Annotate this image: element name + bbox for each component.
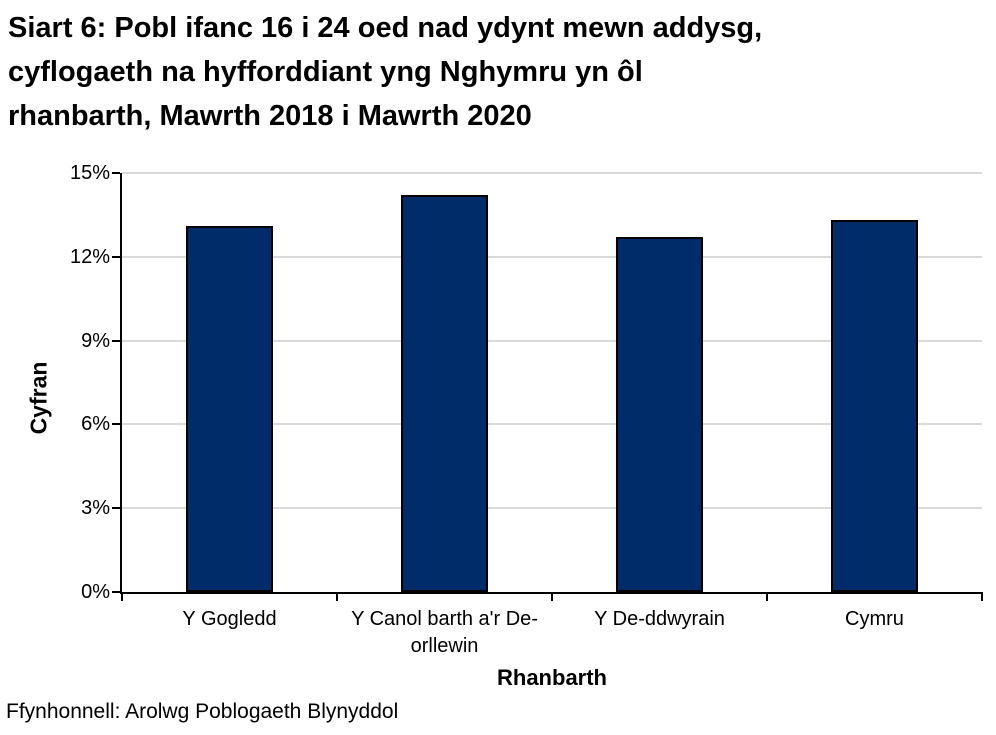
y-tick-label-15: 15% <box>69 162 110 184</box>
y-tick-label-9: 9% <box>81 329 110 352</box>
y-tick-label-12: 12% <box>69 245 110 268</box>
x-category-label-1: Y Gogledd <box>182 608 277 630</box>
y-tick-label-3: 3% <box>81 497 110 520</box>
bar-1 <box>186 226 273 592</box>
x-tick-mark-1 <box>336 592 338 601</box>
y-tick-mark-6 <box>112 423 120 426</box>
chart-title-line-1: Siart 6: Pobl ifanc 16 i 24 oed nad ydyn… <box>8 12 763 44</box>
x-tick-mark-4 <box>981 592 983 601</box>
gridline-9 <box>122 339 982 342</box>
x-axis-title: Rhanbarth <box>497 665 607 690</box>
y-tick-mark-12 <box>112 255 120 258</box>
y-tick-label-0: 0% <box>81 581 110 603</box>
gridline-6 <box>122 423 982 426</box>
y-tick-mark-3 <box>112 507 120 510</box>
bar-2 <box>401 195 488 592</box>
bar-4 <box>831 220 918 592</box>
y-tick-mark-15 <box>112 172 120 174</box>
bar-3 <box>616 237 703 592</box>
chart-title-line-3: rhanbarth, Mawrth 2018 i Mawrth 2020 <box>8 100 532 132</box>
x-tick-mark-3 <box>766 592 768 601</box>
x-category-label-3: Y De-ddwyrain <box>594 608 725 630</box>
chart-title-line-2: cyflogaeth na hyfforddiant yng Nghymru y… <box>8 56 643 88</box>
y-tick-mark-0 <box>112 591 120 593</box>
gridline-3 <box>122 507 982 510</box>
y-tick-label-6: 6% <box>81 413 110 436</box>
y-axis-line <box>120 173 122 594</box>
x-category-label-4: Cymru <box>845 608 904 630</box>
gridline-12 <box>122 255 982 258</box>
source-note: Ffynhonnell: Arolwg Poblogaeth Blynyddol <box>6 700 399 723</box>
x-tick-mark-0 <box>121 592 123 601</box>
chart-title: Siart 6: Pobl ifanc 16 i 24 oed nad ydyn… <box>8 6 978 138</box>
y-tick-mark-9 <box>112 339 120 342</box>
plot-area: 0% 3% 6% 9% 12% 15% Y Gogledd Y Canol barth a'r… <box>70 162 983 657</box>
gridline-15 <box>122 172 982 174</box>
x-category-label-2: Y Canol barth a'r De-orllewin <box>351 608 538 657</box>
x-tick-mark-2 <box>551 592 553 601</box>
